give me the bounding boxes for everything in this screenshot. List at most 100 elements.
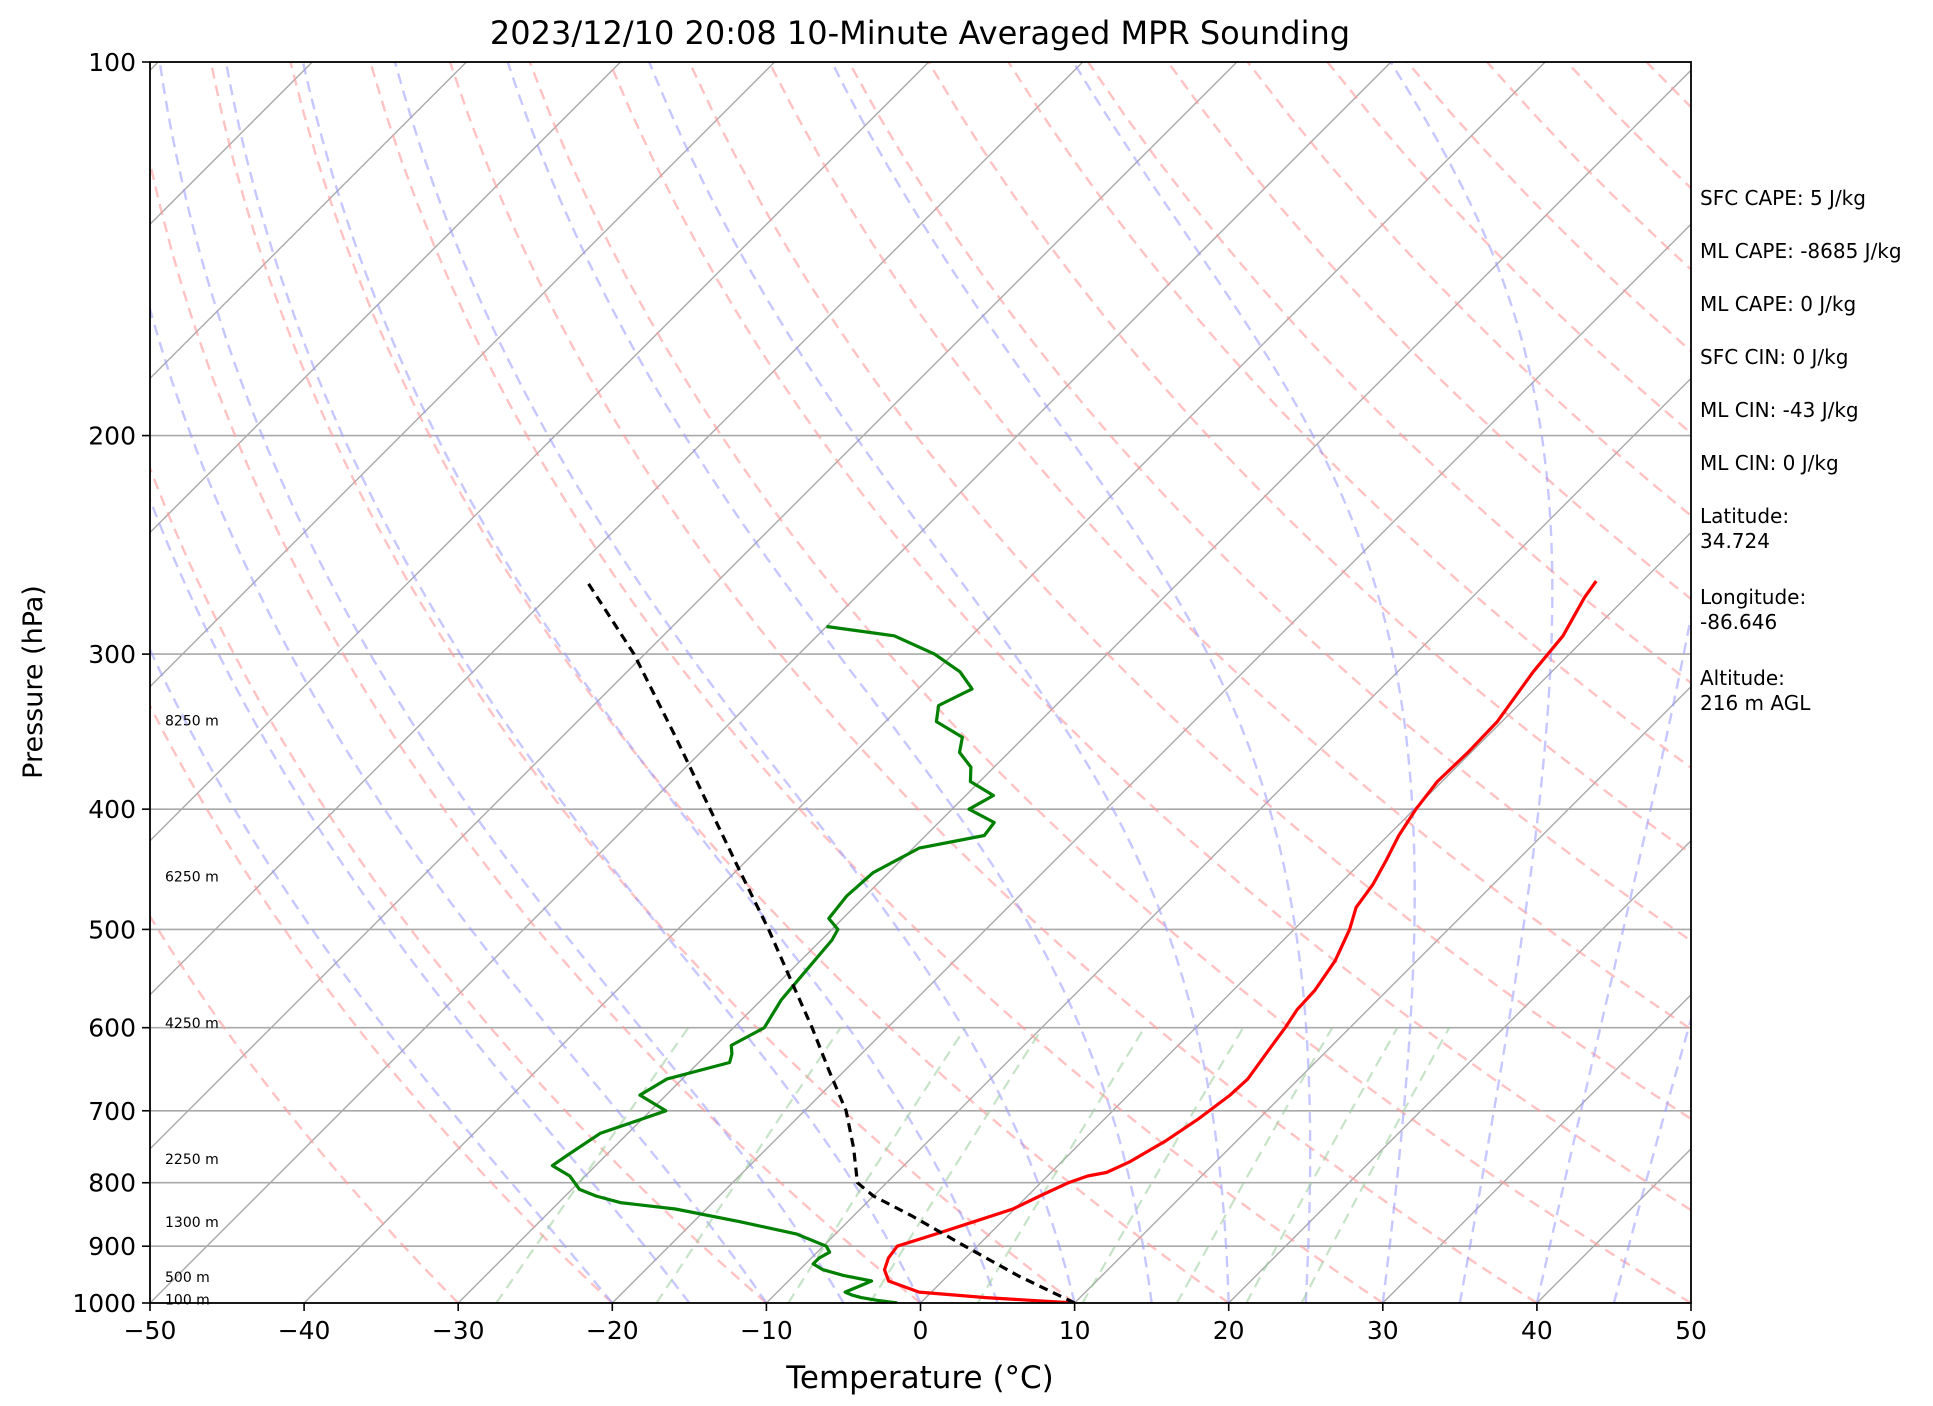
- moist-adiabat-line: [1389, 62, 1554, 1303]
- dry-adiabat-line: [150, 703, 614, 1303]
- info-line-text: SFC CIN: 0 J/kg: [1700, 345, 1848, 369]
- x-tick-label: 40: [1521, 1316, 1553, 1345]
- isotherm-line: [1074, 685, 1691, 1303]
- x-tick-label: −20: [586, 1316, 639, 1345]
- sounding-lines: [550, 580, 1598, 1303]
- x-tick-label: 20: [1213, 1316, 1245, 1345]
- mixing-ratio-line: [1081, 1027, 1245, 1303]
- mixing-ratio-line: [868, 1027, 1044, 1303]
- moist-adiabat-line: [648, 62, 1230, 1303]
- info-line: SFC CAPE: 5 J/kg: [1700, 186, 1866, 210]
- info-line-text: 216 m AGL: [1700, 691, 1811, 715]
- dry-adiabat-line: [369, 62, 1384, 1303]
- dry-adiabat-line: [1007, 62, 1691, 770]
- isotherm-line: [920, 531, 1691, 1303]
- info-line: ML CIN: -43 J/kg: [1700, 398, 1859, 422]
- x-axis: −50 −40 −30 −20 −10 0 10 20 30 40 50: [124, 1303, 1707, 1345]
- plot-frame: [149, 61, 1692, 1304]
- y-axis-label: Pressure (hPa): [18, 585, 49, 779]
- isotherm-line: [150, 62, 621, 534]
- info-line: Latitude: 34.724: [1700, 504, 1789, 553]
- y-tick-label: 800: [88, 1169, 136, 1198]
- dry-adiabat-line: [528, 62, 1691, 1303]
- moist-adiabat-line: [158, 62, 845, 1303]
- info-line-text: Altitude:: [1700, 666, 1785, 690]
- moist-adiabat-line: [150, 646, 614, 1303]
- moist-adiabat-line: [224, 62, 922, 1303]
- y-tick-label: 1000: [72, 1289, 136, 1318]
- info-line-text: ML CAPE: 0 J/kg: [1700, 292, 1856, 316]
- isotherm-line: [150, 62, 776, 688]
- info-panel: SFC CAPE: 5 J/kg ML CAPE: -8685 J/kg ML CA…: [1700, 186, 1902, 715]
- isotherm-line: [150, 62, 467, 380]
- info-line: ML CIN: 0 J/kg: [1700, 451, 1839, 475]
- moist-adiabat-line: [1072, 62, 1416, 1303]
- dry-adiabat-line: [289, 62, 1230, 1303]
- isotherm-line: [765, 377, 1691, 1303]
- mixing-ratio-line: [1300, 1027, 1451, 1303]
- height-labels: 100 m 500 m 1300 m 2250 m 4250 m 6250 m 8250 m: [165, 714, 219, 1309]
- isotherm-line: [611, 223, 1691, 1303]
- height-label: 8250 m: [165, 714, 219, 730]
- x-tick-label: −40: [278, 1316, 331, 1345]
- info-line-text: Longitude:: [1700, 585, 1806, 609]
- moist-adiabat-line: [830, 62, 1312, 1303]
- y-axis: 1000 900 800 700 600 500 400 300 200 100: [72, 48, 150, 1318]
- height-label: 6250 m: [165, 869, 219, 885]
- x-tick-label: 50: [1675, 1316, 1707, 1345]
- info-line-text: ML CIN: 0 J/kg: [1700, 451, 1839, 475]
- y-tick-label: 200: [88, 422, 136, 451]
- x-tick-label: 30: [1367, 1316, 1399, 1345]
- y-tick-label: 400: [88, 795, 136, 824]
- dry-adiabat-line: [847, 62, 1691, 943]
- dry-adiabat-line: [448, 62, 1538, 1303]
- info-line: Altitude: 216 m AGL: [1700, 666, 1811, 715]
- x-axis-label: Temperature (°C): [785, 1360, 1054, 1396]
- info-line: SFC CIN: 0 J/kg: [1700, 345, 1848, 369]
- info-line: Longitude: -86.646: [1700, 585, 1806, 634]
- moist-adiabat-line: [301, 62, 999, 1303]
- moist-adiabat-line: [506, 62, 1153, 1303]
- height-label: 500 m: [165, 1270, 210, 1286]
- dry-adiabat-line: [1087, 62, 1691, 685]
- info-line-text: 34.724: [1700, 529, 1770, 553]
- isotherm-line: [150, 62, 1392, 1303]
- info-line-text: ML CAPE: -8685 J/kg: [1700, 239, 1902, 263]
- isotherm-line: [150, 62, 1084, 996]
- mixing-ratio-line: [655, 1027, 842, 1303]
- y-tick-label: 100: [88, 48, 136, 77]
- y-tick-label: 900: [88, 1232, 136, 1261]
- info-line: ML CAPE: 0 J/kg: [1700, 292, 1856, 316]
- info-line: ML CAPE: -8685 J/kg: [1700, 239, 1902, 263]
- y-tick-label: 500: [88, 915, 136, 944]
- mixing-ratio-line: [787, 1027, 967, 1303]
- height-label: 1300 m: [165, 1215, 219, 1231]
- dewpoint-profile: [550, 624, 996, 1303]
- moist-adiabat-line: [150, 496, 691, 1303]
- temperature-profile: [882, 580, 1598, 1303]
- x-tick-label: −50: [124, 1316, 177, 1345]
- dry-adiabat-line: [150, 914, 460, 1303]
- x-tick-label: 10: [1059, 1316, 1091, 1345]
- plot-area: [0, 62, 1691, 1303]
- y-tick-label: 600: [88, 1014, 136, 1043]
- dry-adiabat-line: [768, 62, 1691, 1031]
- chart-title: 2023/12/10 20:08 10-Minute Averaged MPR …: [490, 14, 1350, 52]
- mixing-ratio-line: [1245, 1027, 1399, 1303]
- isotherm-line: [150, 62, 930, 842]
- height-label: 4250 m: [165, 1016, 219, 1032]
- moist-adiabat-line: [1535, 610, 1691, 1303]
- mixing-ratio-line: [495, 1027, 690, 1303]
- dry-adiabat-line: [150, 465, 768, 1303]
- dry-adiabat-line: [209, 62, 1076, 1303]
- x-tick-label: −30: [432, 1316, 485, 1345]
- moist-adiabat-line: [1612, 1014, 1691, 1303]
- moist-adiabat-line: [393, 62, 1076, 1303]
- isotherm-line: [1228, 839, 1691, 1303]
- x-tick-label: 0: [913, 1316, 929, 1345]
- height-label: 100 m: [165, 1292, 210, 1308]
- parcel-profile: [585, 580, 1076, 1303]
- isotherm-line: [0, 62, 4, 1303]
- info-line-text: -86.646: [1700, 610, 1777, 634]
